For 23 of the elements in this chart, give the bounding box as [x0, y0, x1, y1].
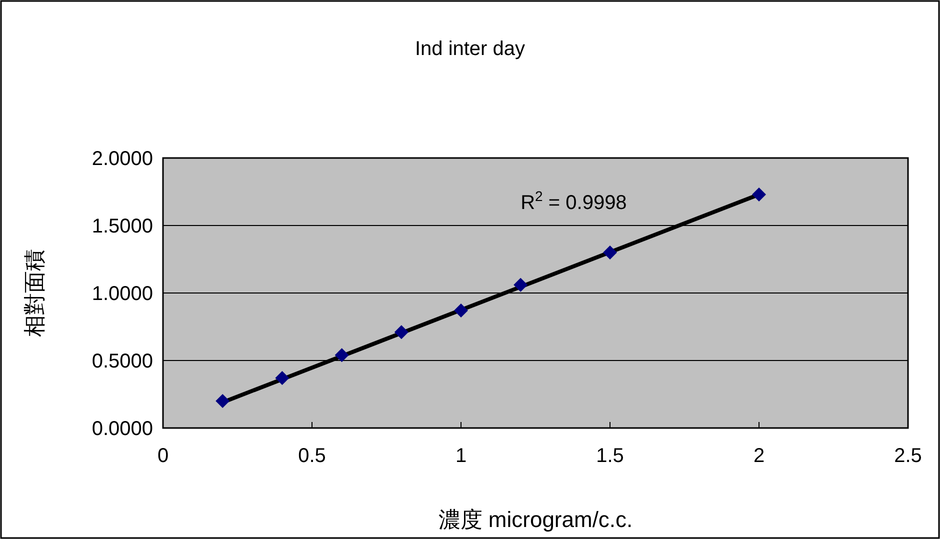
point [752, 187, 766, 202]
x-tick-label: 2.5 [894, 445, 922, 467]
point [275, 371, 290, 386]
y-tick-label: 0.5000 [92, 350, 153, 372]
point [514, 278, 528, 292]
x-tick-label: 0.5 [298, 445, 326, 467]
x-axis-title: 濃度 microgram/c.c. [438, 507, 633, 532]
y-tick-label: 2.0000 [92, 148, 153, 170]
x-tick-label: 1.5 [596, 445, 624, 467]
y-tick-label: 0.0000 [92, 418, 153, 440]
x-tick-label: 1 [455, 445, 467, 467]
point [603, 246, 617, 260]
chart-title: Ind inter day [414, 38, 526, 60]
y-tick-label: 1.5000 [92, 216, 153, 238]
point [454, 304, 468, 318]
point [216, 394, 230, 408]
x-tick-label: 0 [157, 445, 169, 467]
point [334, 348, 349, 362]
y-tick-label: 1.0000 [92, 283, 153, 305]
x-tick-label: 2 [753, 445, 765, 467]
y-axis-title: 相對面積 [22, 249, 47, 337]
point [394, 325, 408, 340]
annotation: R$^{2}$ = 0.9998 [520, 188, 627, 214]
